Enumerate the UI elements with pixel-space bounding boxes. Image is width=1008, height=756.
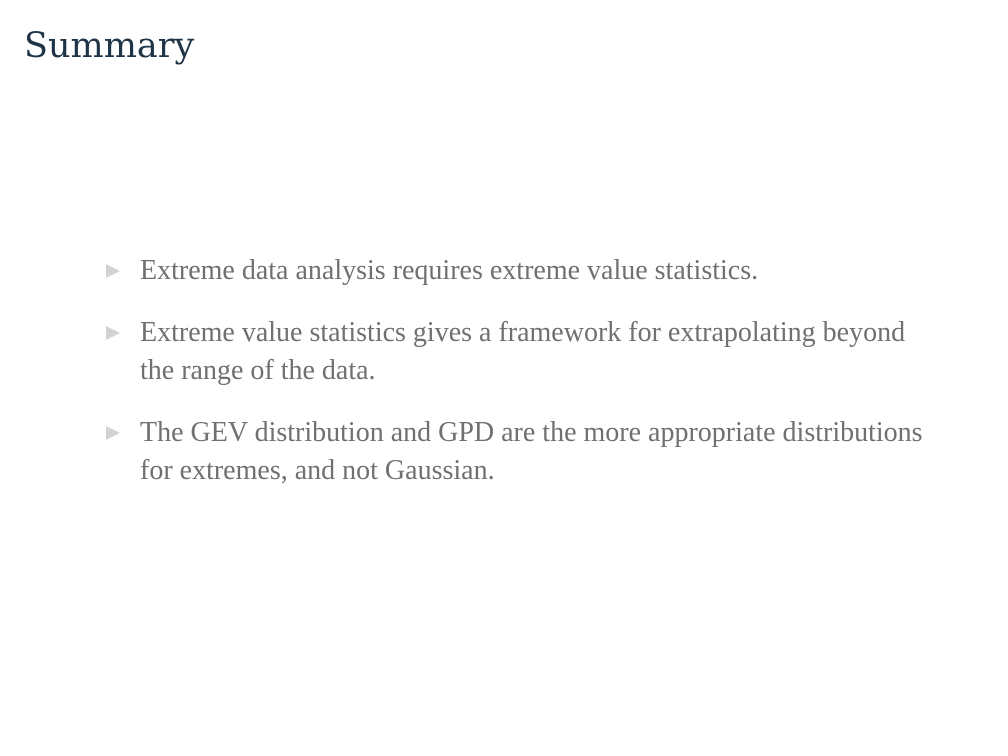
bullet-list: Extreme data analysis requires extreme v… (106, 252, 926, 514)
bullet-text: The GEV distribution and GPD are the mor… (140, 417, 923, 486)
triangle-bullet-icon (106, 426, 120, 440)
bullet-text: Extreme data analysis requires extreme v… (140, 255, 759, 286)
triangle-bullet-icon (106, 264, 120, 278)
bullet-text: Extreme value statistics gives a framewo… (140, 317, 906, 386)
list-item: Extreme value statistics gives a framewo… (106, 314, 926, 390)
list-item: The GEV distribution and GPD are the mor… (106, 414, 926, 490)
slide-title: Summary (24, 26, 195, 66)
triangle-bullet-icon (106, 326, 120, 340)
list-item: Extreme data analysis requires extreme v… (106, 252, 926, 290)
